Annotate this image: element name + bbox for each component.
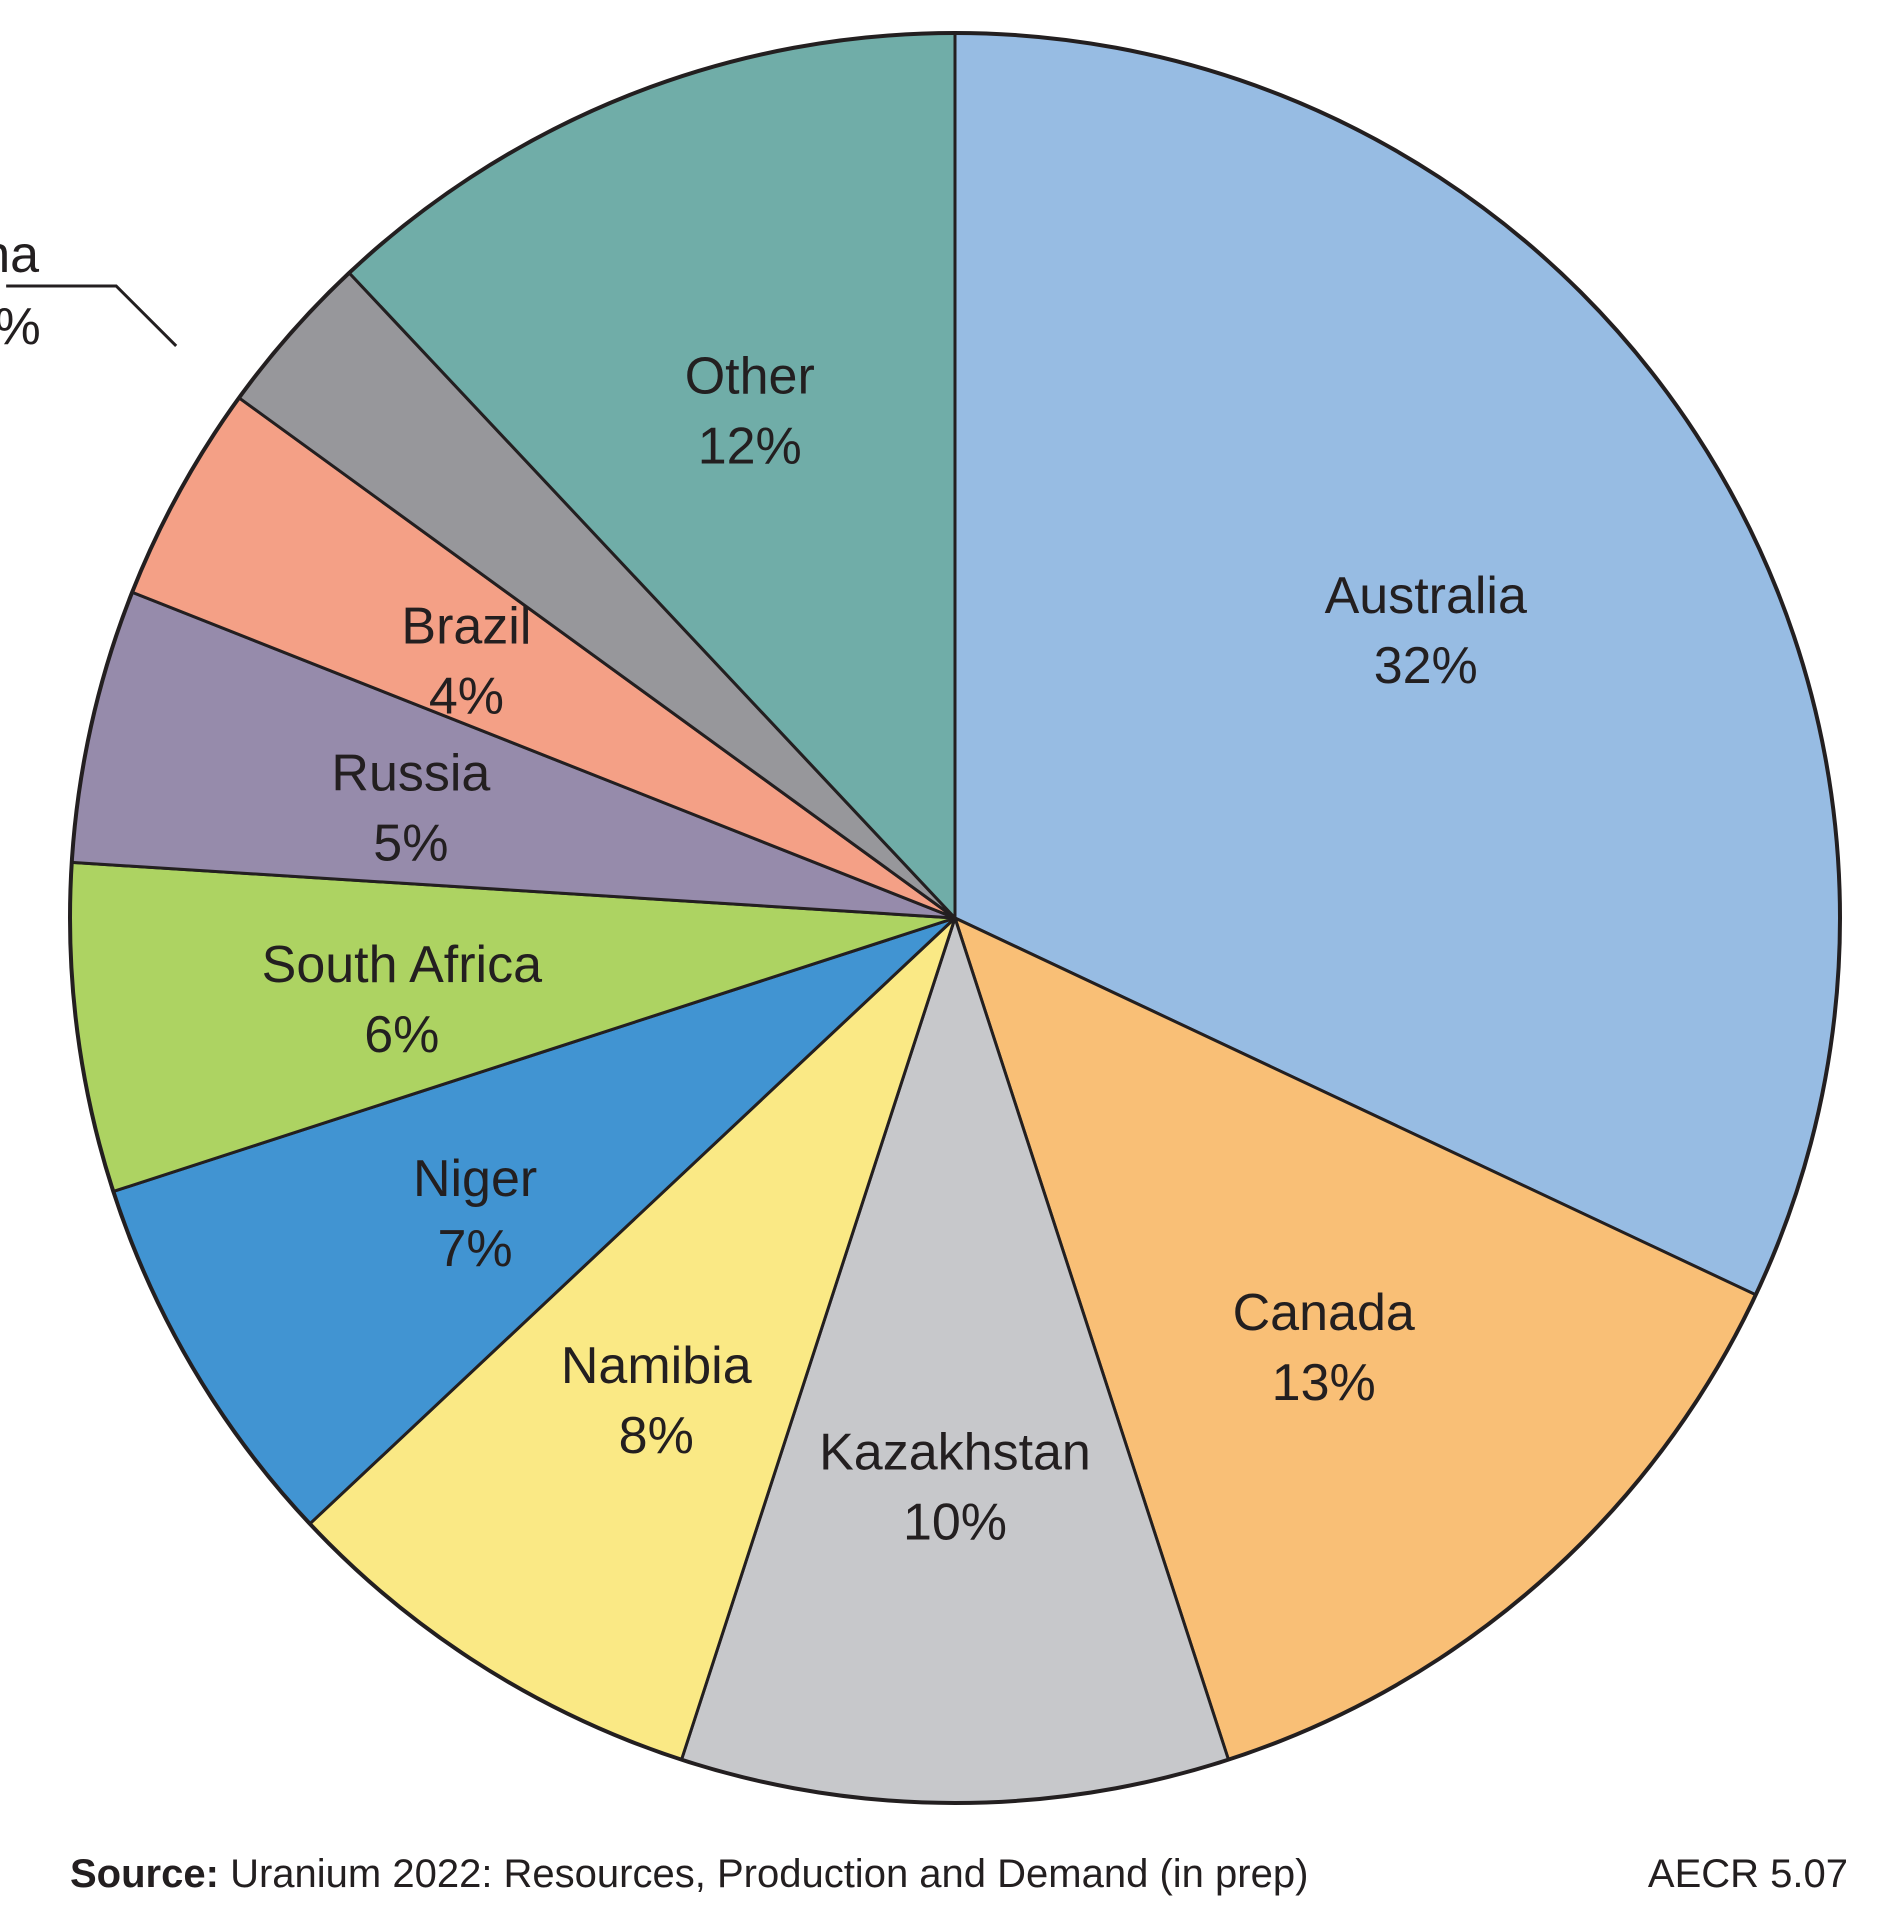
slice-value-other: 12% (698, 418, 802, 476)
slice-label-canada: Canada (1233, 1284, 1415, 1342)
slice-value-canada: 13% (1272, 1354, 1376, 1412)
slice-label-china: China (0, 226, 39, 284)
slice-value-russia: 5% (373, 814, 448, 872)
slice-label-niger: Niger (413, 1150, 537, 1208)
source-text: Uranium 2022: Resources, Production and … (230, 1852, 1309, 1896)
figure-id: AECR 5.07 (1647, 1852, 1848, 1896)
slice-value-australia: 32% (1374, 637, 1478, 695)
china-leader-line (6, 284, 178, 348)
pie-labels: Australia 32% Canada 13% Kazakhstan 10% Namibi… (0, 226, 1527, 1552)
slice-value-namibia: 8% (619, 1407, 694, 1465)
slice-label-other: Other (685, 348, 815, 406)
slice-label-australia: Australia (1325, 567, 1527, 625)
slice-value-south-africa: 6% (364, 1006, 439, 1064)
slice-label-russia: Russia (331, 744, 490, 802)
slice-label-kazakhstan: Kazakhstan (819, 1424, 1091, 1482)
slice-label-south-africa: South Africa (262, 936, 542, 994)
slice-label-brazil: Brazil (401, 597, 531, 655)
slice-value-china: 3% (0, 298, 41, 356)
pie-outline (68, 31, 1842, 1805)
slice-label-namibia: Namibia (561, 1337, 752, 1395)
source-prefix: Source: (70, 1852, 219, 1896)
slice-value-brazil: 4% (429, 667, 504, 725)
pie-slices (68, 31, 1842, 1805)
slice-value-kazakhstan: 10% (903, 1494, 1007, 1552)
slice-value-niger: 7% (438, 1220, 513, 1278)
source-note: Source: Uranium 2022: Resources, Product… (70, 1850, 1308, 1898)
